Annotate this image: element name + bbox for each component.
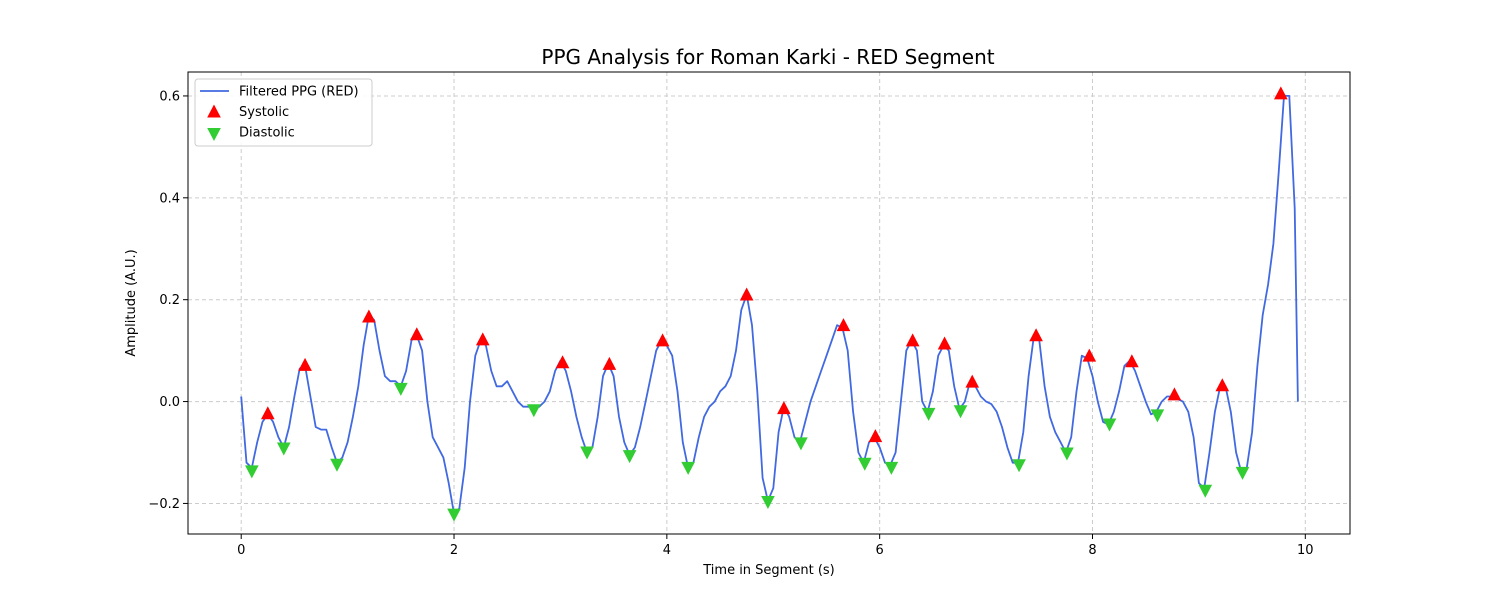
x-tick-label: 8 [1088,543,1096,558]
systolic-marker [409,327,424,341]
legend-label: Filtered PPG (RED) [239,85,359,100]
diastolic-marker [622,450,637,464]
diastolic-marker [921,407,936,421]
x-tick-label: 4 [663,543,671,558]
diastolic-marker [393,382,408,396]
legend: Filtered PPG (RED) Systolic Diastolic [194,78,373,147]
systolic-marker [937,336,952,350]
diastolic-marker [1150,409,1165,423]
diastolic-marker [330,458,344,472]
y-tick-label: 0.0 [159,395,180,410]
y-tick-label: 0.2 [159,293,180,308]
x-tick-label: 2 [450,543,458,558]
plot-frame [187,71,1351,535]
diastolic-marker [276,442,291,456]
y-axis-label: Amplitude (A.U.) [124,249,139,356]
grid-lines [188,72,1350,534]
systolic-marker [555,355,570,369]
systolic-marker [260,406,275,420]
systolic-marker [777,401,791,415]
legend-diastolic-swatch [207,128,221,142]
diastolic-marker [580,446,594,460]
y-tick-label: 0.4 [159,191,180,206]
chart-title: PPG Analysis for Roman Karki - RED Segme… [541,45,994,69]
y-tick-label: 0.6 [159,89,180,104]
diastolic-marker [857,457,872,471]
systolic-marker [1215,378,1230,392]
systolic-marker [836,318,851,332]
diastolic-marker [1235,466,1250,480]
systolic-marker [475,332,490,346]
diastolic-marker [1012,459,1026,473]
x-tick-label: 10 [1297,543,1314,558]
x-axis-label: Time in Segment (s) [702,563,834,578]
diastolic-marker [1060,447,1074,461]
plot-area [240,86,1299,522]
diastolic-marker [447,508,461,522]
legend-label: Systolic [239,105,289,120]
diastolic-marker [1102,418,1117,432]
systolic-marker [655,333,670,347]
systolic-marker [298,357,312,371]
diastolic-marker [681,461,695,475]
axes: 0 2 4 6 8 10 −0.2 0.0 0.2 0.4 0.6 [148,89,1313,558]
legend-label: Diastolic [239,126,295,141]
systolic-marker [1167,387,1182,401]
diastolic-marker [245,465,259,479]
systolic-marker [1274,86,1288,100]
y-tick-label: −0.2 [148,497,180,512]
systolic-marker [602,356,617,370]
systolic-marker [739,287,754,301]
diastolic-marker [953,405,968,419]
legend-box [194,78,373,147]
systolic-marker [1082,348,1097,362]
diastolic-marker [527,404,541,418]
x-tick-label: 6 [876,543,884,558]
legend-systolic-swatch [207,104,221,118]
diastolic-marker [884,461,899,475]
diastolic-marker [1198,484,1213,498]
systolic-marker [1029,328,1043,342]
diastolic-marker [794,437,808,451]
systolic-marker [905,333,920,347]
systolic-marker [362,309,376,323]
systolic-marker [965,374,980,388]
x-tick-label: 0 [237,543,245,558]
systolic-marker [868,429,883,443]
systolic-marker [1125,354,1139,368]
diastolic-marker [761,495,775,509]
